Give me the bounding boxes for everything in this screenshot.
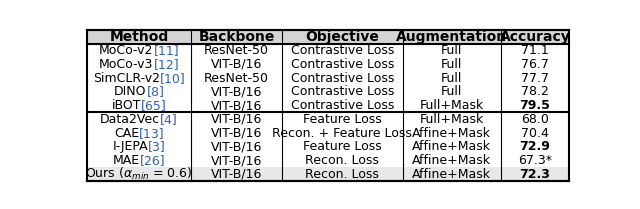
Text: 67.3*: 67.3* [518, 154, 552, 167]
Text: 68.0: 68.0 [521, 113, 549, 126]
Text: Feature Loss: Feature Loss [303, 140, 382, 153]
Text: Contrastive Loss: Contrastive Loss [291, 99, 394, 112]
Text: 71.1: 71.1 [521, 44, 548, 57]
Text: ResNet-50: ResNet-50 [204, 44, 269, 57]
Text: Ours ($\alpha_{min}$ = 0.6): Ours ($\alpha_{min}$ = 0.6) [85, 166, 193, 182]
Text: 76.7: 76.7 [521, 58, 549, 71]
Text: 70.4: 70.4 [521, 126, 549, 140]
Text: MoCo-v3: MoCo-v3 [99, 58, 154, 71]
Text: VIT-B/16: VIT-B/16 [211, 154, 262, 167]
Text: Contrastive Loss: Contrastive Loss [291, 58, 394, 71]
Text: Full: Full [441, 85, 463, 98]
Text: 72.9: 72.9 [520, 140, 550, 153]
Text: Objective: Objective [305, 30, 380, 44]
Text: Full+Mask: Full+Mask [420, 113, 484, 126]
Text: [3]: [3] [148, 140, 166, 153]
Text: Backbone: Backbone [198, 30, 275, 44]
Text: Affine+Mask: Affine+Mask [412, 154, 492, 167]
Text: 78.2: 78.2 [521, 85, 549, 98]
Text: VIT-B/16: VIT-B/16 [211, 58, 262, 71]
Text: Full: Full [441, 44, 463, 57]
Text: Affine+Mask: Affine+Mask [412, 126, 492, 140]
Text: VIT-B/16: VIT-B/16 [211, 99, 262, 112]
Text: [26]: [26] [140, 154, 166, 167]
Bar [88, 167, 568, 181]
Text: MoCo-v2: MoCo-v2 [99, 44, 154, 57]
Text: Feature Loss: Feature Loss [303, 113, 382, 126]
Text: 72.3: 72.3 [520, 168, 550, 181]
Text: Full+Mask: Full+Mask [420, 99, 484, 112]
Text: Recon. + Feature Loss: Recon. + Feature Loss [273, 126, 412, 140]
Text: Augmentation: Augmentation [396, 30, 508, 44]
Text: [65]: [65] [141, 99, 167, 112]
Text: iBOT: iBOT [111, 99, 141, 112]
Text: [13]: [13] [139, 126, 164, 140]
Text: Contrastive Loss: Contrastive Loss [291, 85, 394, 98]
Text: Affine+Mask: Affine+Mask [412, 168, 492, 181]
Text: Full: Full [441, 71, 463, 85]
Text: VIT-B/16: VIT-B/16 [211, 126, 262, 140]
Text: Recon. Loss: Recon. Loss [305, 154, 380, 167]
Text: I-JEPA: I-JEPA [113, 140, 148, 153]
Text: Method: Method [109, 30, 169, 44]
Text: VIT-B/16: VIT-B/16 [211, 85, 262, 98]
Bar [88, 30, 568, 44]
Text: SimCLR-v2: SimCLR-v2 [93, 71, 160, 85]
Text: CAE: CAE [114, 126, 139, 140]
Text: Data2Vec: Data2Vec [100, 113, 161, 126]
Text: [8]: [8] [147, 85, 164, 98]
Text: VIT-B/16: VIT-B/16 [211, 113, 262, 126]
Text: Contrastive Loss: Contrastive Loss [291, 71, 394, 85]
Text: VIT-B/16: VIT-B/16 [211, 168, 262, 181]
Text: [11]: [11] [154, 44, 179, 57]
Text: Affine+Mask: Affine+Mask [412, 140, 492, 153]
Text: [4]: [4] [161, 113, 178, 126]
Text: 77.7: 77.7 [521, 71, 549, 85]
Text: [12]: [12] [154, 58, 179, 71]
Text: MAE: MAE [113, 154, 140, 167]
Text: 79.5: 79.5 [520, 99, 550, 112]
Text: ResNet-50: ResNet-50 [204, 71, 269, 85]
Text: Contrastive Loss: Contrastive Loss [291, 44, 394, 57]
Text: [10]: [10] [160, 71, 186, 85]
Text: VIT-B/16: VIT-B/16 [211, 140, 262, 153]
Text: Full: Full [441, 58, 463, 71]
Text: Recon. Loss: Recon. Loss [305, 168, 380, 181]
Text: Accuracy: Accuracy [499, 30, 570, 44]
Text: DINO: DINO [114, 85, 147, 98]
